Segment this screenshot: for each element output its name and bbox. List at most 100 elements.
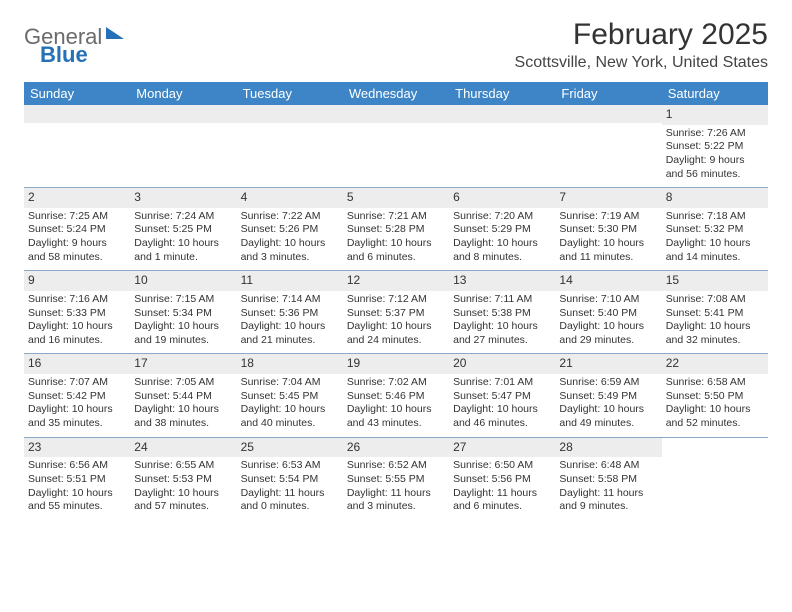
day-number: 20 <box>449 354 555 374</box>
day-number: 2 <box>24 188 130 208</box>
calendar-cell: 12Sunrise: 7:12 AMSunset: 5:37 PMDayligh… <box>343 271 449 354</box>
day-number: 3 <box>130 188 236 208</box>
day-number: 21 <box>555 354 661 374</box>
calendar-week-row: 2Sunrise: 7:25 AMSunset: 5:24 PMDaylight… <box>24 188 768 271</box>
day-details: Sunrise: 7:12 AMSunset: 5:37 PMDaylight:… <box>343 291 449 354</box>
calendar-cell: 15Sunrise: 7:08 AMSunset: 5:41 PMDayligh… <box>662 271 768 354</box>
day-number: 22 <box>662 354 768 374</box>
day-details: Sunrise: 7:01 AMSunset: 5:47 PMDaylight:… <box>449 374 555 437</box>
calendar-cell: 16Sunrise: 7:07 AMSunset: 5:42 PMDayligh… <box>24 354 130 437</box>
day-number: 16 <box>24 354 130 374</box>
day-details: Sunrise: 6:53 AMSunset: 5:54 PMDaylight:… <box>237 457 343 520</box>
day-details: Sunrise: 7:26 AMSunset: 5:22 PMDaylight:… <box>662 125 768 188</box>
calendar-week-row: 1Sunrise: 7:26 AMSunset: 5:22 PMDaylight… <box>24 105 768 188</box>
day-details: Sunrise: 7:19 AMSunset: 5:30 PMDaylight:… <box>555 208 661 271</box>
calendar-cell: 10Sunrise: 7:15 AMSunset: 5:34 PMDayligh… <box>130 271 236 354</box>
calendar-cell: 25Sunrise: 6:53 AMSunset: 5:54 PMDayligh… <box>237 437 343 520</box>
calendar-cell-empty <box>237 105 343 188</box>
day-details: Sunrise: 7:16 AMSunset: 5:33 PMDaylight:… <box>24 291 130 354</box>
calendar-cell: 5Sunrise: 7:21 AMSunset: 5:28 PMDaylight… <box>343 188 449 271</box>
calendar-cell: 8Sunrise: 7:18 AMSunset: 5:32 PMDaylight… <box>662 188 768 271</box>
calendar-cell: 23Sunrise: 6:56 AMSunset: 5:51 PMDayligh… <box>24 437 130 520</box>
day-number-empty <box>555 105 661 123</box>
calendar-cell: 24Sunrise: 6:55 AMSunset: 5:53 PMDayligh… <box>130 437 236 520</box>
calendar-cell: 6Sunrise: 7:20 AMSunset: 5:29 PMDaylight… <box>449 188 555 271</box>
calendar-week-row: 16Sunrise: 7:07 AMSunset: 5:42 PMDayligh… <box>24 354 768 437</box>
day-number: 6 <box>449 188 555 208</box>
page-header: General February 2025 Scottsville, New Y… <box>24 18 768 72</box>
day-of-week-header: Tuesday <box>237 82 343 105</box>
day-number: 24 <box>130 438 236 458</box>
day-number: 13 <box>449 271 555 291</box>
day-details: Sunrise: 7:04 AMSunset: 5:45 PMDaylight:… <box>237 374 343 437</box>
calendar-cell: 7Sunrise: 7:19 AMSunset: 5:30 PMDaylight… <box>555 188 661 271</box>
day-number-empty <box>130 105 236 123</box>
day-number-empty <box>237 105 343 123</box>
location-subtitle: Scottsville, New York, United States <box>515 54 768 72</box>
calendar-cell-empty <box>662 437 768 520</box>
day-number: 27 <box>449 438 555 458</box>
calendar-cell: 2Sunrise: 7:25 AMSunset: 5:24 PMDaylight… <box>24 188 130 271</box>
day-number: 7 <box>555 188 661 208</box>
day-details: Sunrise: 7:07 AMSunset: 5:42 PMDaylight:… <box>24 374 130 437</box>
calendar-cell-empty <box>449 105 555 188</box>
calendar-cell: 21Sunrise: 6:59 AMSunset: 5:49 PMDayligh… <box>555 354 661 437</box>
day-details: Sunrise: 7:21 AMSunset: 5:28 PMDaylight:… <box>343 208 449 271</box>
day-number-empty <box>662 438 768 456</box>
brand-part2-wrap: Blue <box>40 42 88 68</box>
calendar-cell: 14Sunrise: 7:10 AMSunset: 5:40 PMDayligh… <box>555 271 661 354</box>
day-details: Sunrise: 7:11 AMSunset: 5:38 PMDaylight:… <box>449 291 555 354</box>
day-details: Sunrise: 7:18 AMSunset: 5:32 PMDaylight:… <box>662 208 768 271</box>
day-details: Sunrise: 7:15 AMSunset: 5:34 PMDaylight:… <box>130 291 236 354</box>
day-details: Sunrise: 7:20 AMSunset: 5:29 PMDaylight:… <box>449 208 555 271</box>
day-details: Sunrise: 6:52 AMSunset: 5:55 PMDaylight:… <box>343 457 449 520</box>
day-number: 26 <box>343 438 449 458</box>
calendar-cell: 26Sunrise: 6:52 AMSunset: 5:55 PMDayligh… <box>343 437 449 520</box>
day-number: 15 <box>662 271 768 291</box>
calendar-body: 1Sunrise: 7:26 AMSunset: 5:22 PMDaylight… <box>24 105 768 520</box>
title-block: February 2025 Scottsville, New York, Uni… <box>515 18 768 72</box>
day-number: 17 <box>130 354 236 374</box>
day-details: Sunrise: 6:58 AMSunset: 5:50 PMDaylight:… <box>662 374 768 437</box>
day-number: 4 <box>237 188 343 208</box>
day-number: 28 <box>555 438 661 458</box>
day-of-week-header: Wednesday <box>343 82 449 105</box>
day-of-week-header: Monday <box>130 82 236 105</box>
calendar-week-row: 9Sunrise: 7:16 AMSunset: 5:33 PMDaylight… <box>24 271 768 354</box>
day-number: 1 <box>662 105 768 125</box>
day-number: 5 <box>343 188 449 208</box>
calendar-cell-empty <box>555 105 661 188</box>
day-details: Sunrise: 7:05 AMSunset: 5:44 PMDaylight:… <box>130 374 236 437</box>
day-details: Sunrise: 7:08 AMSunset: 5:41 PMDaylight:… <box>662 291 768 354</box>
day-number: 8 <box>662 188 768 208</box>
day-number: 23 <box>24 438 130 458</box>
day-number: 11 <box>237 271 343 291</box>
day-details: Sunrise: 7:02 AMSunset: 5:46 PMDaylight:… <box>343 374 449 437</box>
day-details: Sunrise: 6:50 AMSunset: 5:56 PMDaylight:… <box>449 457 555 520</box>
calendar-cell: 4Sunrise: 7:22 AMSunset: 5:26 PMDaylight… <box>237 188 343 271</box>
calendar-cell: 11Sunrise: 7:14 AMSunset: 5:36 PMDayligh… <box>237 271 343 354</box>
calendar-cell: 27Sunrise: 6:50 AMSunset: 5:56 PMDayligh… <box>449 437 555 520</box>
calendar-cell-empty <box>343 105 449 188</box>
day-of-week-header: Friday <box>555 82 661 105</box>
day-details: Sunrise: 7:24 AMSunset: 5:25 PMDaylight:… <box>130 208 236 271</box>
day-number: 18 <box>237 354 343 374</box>
day-details: Sunrise: 6:55 AMSunset: 5:53 PMDaylight:… <box>130 457 236 520</box>
day-details: Sunrise: 6:48 AMSunset: 5:58 PMDaylight:… <box>555 457 661 520</box>
calendar-cell: 17Sunrise: 7:05 AMSunset: 5:44 PMDayligh… <box>130 354 236 437</box>
calendar-cell: 19Sunrise: 7:02 AMSunset: 5:46 PMDayligh… <box>343 354 449 437</box>
day-details: Sunrise: 7:14 AMSunset: 5:36 PMDaylight:… <box>237 291 343 354</box>
day-of-week-header: Sunday <box>24 82 130 105</box>
day-number: 14 <box>555 271 661 291</box>
day-of-week-header: Saturday <box>662 82 768 105</box>
calendar-cell: 28Sunrise: 6:48 AMSunset: 5:58 PMDayligh… <box>555 437 661 520</box>
day-number: 25 <box>237 438 343 458</box>
calendar-cell-empty <box>130 105 236 188</box>
day-number: 12 <box>343 271 449 291</box>
day-details: Sunrise: 7:22 AMSunset: 5:26 PMDaylight:… <box>237 208 343 271</box>
calendar-cell: 22Sunrise: 6:58 AMSunset: 5:50 PMDayligh… <box>662 354 768 437</box>
brand-triangle-icon <box>106 27 124 39</box>
calendar-week-row: 23Sunrise: 6:56 AMSunset: 5:51 PMDayligh… <box>24 437 768 520</box>
calendar-cell-empty <box>24 105 130 188</box>
calendar-table: SundayMondayTuesdayWednesdayThursdayFrid… <box>24 82 768 520</box>
